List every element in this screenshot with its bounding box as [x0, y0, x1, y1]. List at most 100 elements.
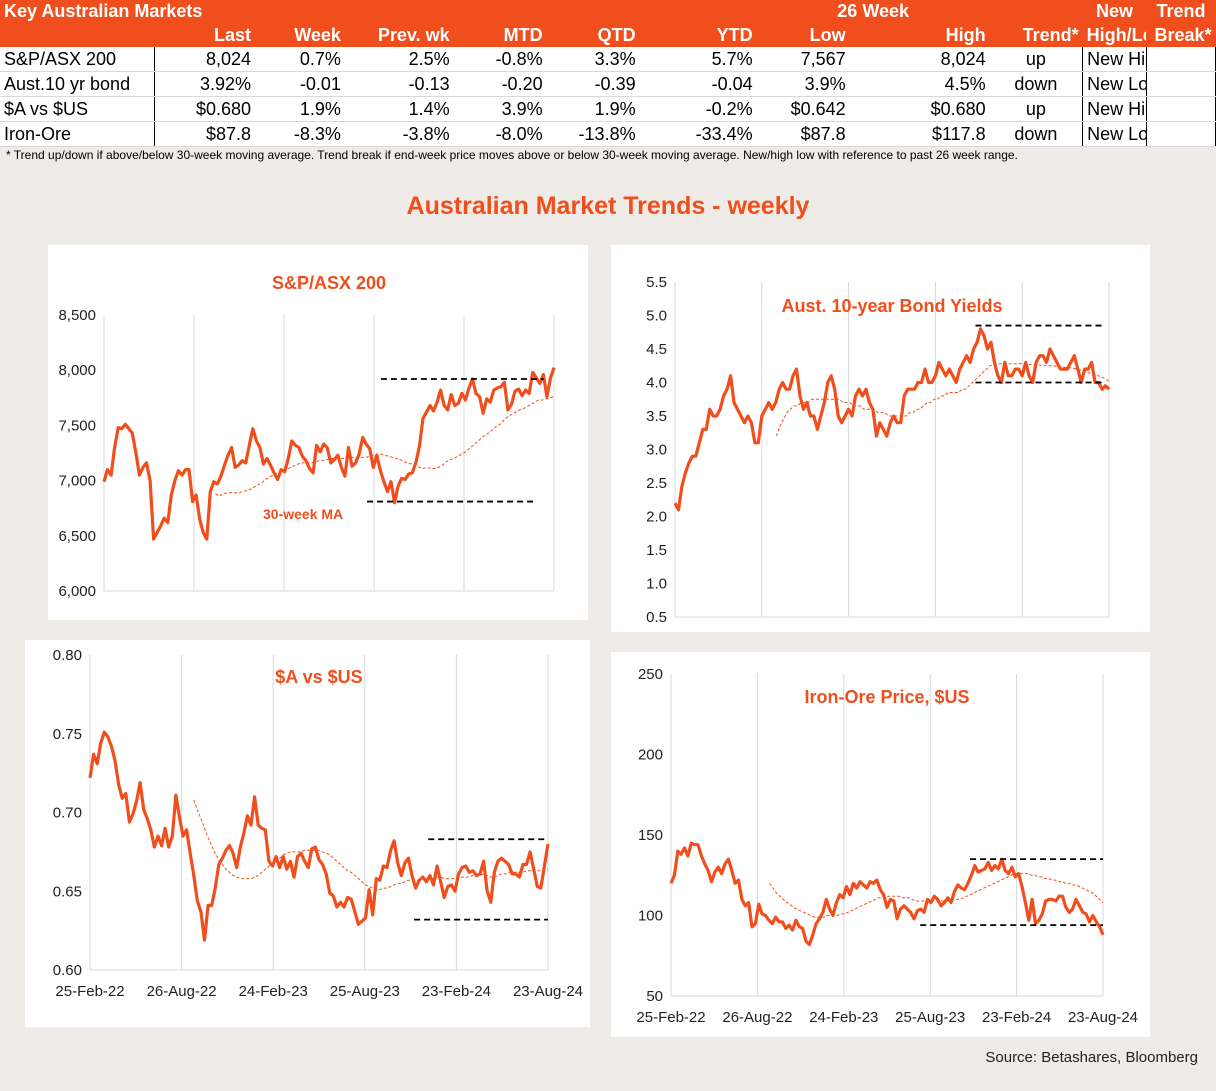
- x-tick-label: 26-Aug-22: [147, 983, 217, 1000]
- cell-new-high-low: New High: [1082, 96, 1147, 122]
- y-tick-label: 250: [638, 666, 663, 683]
- cell-ytd: -33.4%: [639, 121, 757, 147]
- cell-ytd: 5.7%: [639, 47, 757, 72]
- y-tick-label: 50: [646, 988, 663, 1005]
- cell-week: -8.3%: [255, 121, 345, 147]
- series-line-ma: [769, 873, 1104, 918]
- cell-week: 1.9%: [255, 96, 345, 122]
- cell-low: 3.9%: [756, 71, 850, 97]
- col-header-break: Break*: [1146, 23, 1216, 47]
- x-tick-label: 23-Aug-24: [513, 983, 583, 1000]
- x-tick-label: 24-Feb-23: [239, 983, 308, 1000]
- col-header-trend: Trend*: [989, 23, 1083, 47]
- chart-panel-asx: 6,000 6,500 7,000 7,500 8,000 8,500 S&P/ASX 20…: [48, 245, 588, 620]
- chart-panel-iron: 50 100 150 200 250 25-Feb-22 26-Aug-22 24-Feb-2…: [611, 652, 1150, 1037]
- chart-iron: 50 100 150 200 250 25-Feb-22 26-Aug-22 24-Feb-2…: [636, 666, 1138, 1026]
- cell-mtd: -0.8%: [453, 47, 547, 72]
- cell-trend: down: [989, 121, 1083, 147]
- y-tick-label: 1.5: [646, 542, 667, 559]
- y-tick-label: 8,500: [58, 307, 96, 324]
- table-row: S&P/ASX 200 8,024 0.7% 2.5% -0.8% 3.3% 5…: [0, 47, 1216, 72]
- cell-trend-break: [1146, 47, 1216, 72]
- series-line-price: [88, 730, 550, 942]
- key-markets-table: Key Australian Markets 26 Week New Trend…: [0, 0, 1216, 147]
- cell-last: $87.8: [154, 121, 255, 147]
- x-tick-label: 25-Feb-22: [636, 1009, 705, 1026]
- cell-last: $0.680: [154, 96, 255, 122]
- x-tick-label: 25-Aug-23: [895, 1009, 965, 1026]
- col-header-new: New: [1082, 0, 1147, 23]
- cell-mtd: -8.0%: [453, 121, 547, 147]
- table-title: Key Australian Markets: [0, 0, 345, 23]
- cell-new-high-low: New Low: [1082, 71, 1147, 97]
- series-line-ma: [776, 363, 1110, 437]
- col-header-prev-wk: Prev. wk: [344, 23, 454, 47]
- y-tick-label: 150: [638, 827, 663, 844]
- chart-panel-aud: 0.60 0.65 0.70 0.75 0.80 25-Feb-22 26-Aug-22 24…: [25, 640, 590, 1027]
- row-name: $A vs $US: [0, 96, 156, 122]
- cell-week: 0.7%: [255, 47, 345, 72]
- page-title: Australian Market Trends - weekly: [406, 192, 810, 220]
- y-tick-label: 200: [638, 747, 663, 764]
- cell-week: -0.01: [255, 71, 345, 97]
- y-tick-label: 7,500: [58, 417, 96, 434]
- cell-low: $87.8: [756, 121, 850, 147]
- group-header-26-week: 26 Week: [756, 0, 990, 23]
- series-line-price: [673, 327, 1111, 512]
- cell-new-high-low: New Low: [1082, 121, 1147, 147]
- cell-trend-break: [1146, 121, 1216, 147]
- col-header-last: Last: [154, 23, 255, 47]
- chart-aud: 0.60 0.65 0.70 0.75 0.80 25-Feb-22 26-Aug-22 24…: [53, 647, 583, 1000]
- chart-title: $A vs $US: [275, 667, 362, 687]
- y-tick-label: 2.0: [646, 509, 667, 526]
- y-tick-label: 7,000: [58, 473, 96, 490]
- cell-new-high-low: New High: [1082, 47, 1147, 72]
- y-tick-label: 2.5: [646, 475, 667, 492]
- col-header-trend-break-1: Trend: [1146, 0, 1216, 23]
- cell-mtd: 3.9%: [453, 96, 547, 122]
- cell-mtd: -0.20: [453, 71, 547, 97]
- cell-prev: 1.4%: [344, 96, 454, 122]
- chart-title: Iron-Ore Price, $US: [804, 687, 969, 707]
- series-line-price: [102, 367, 556, 541]
- col-header-high: High: [849, 23, 990, 47]
- cell-low: $0.642: [756, 96, 850, 122]
- y-tick-label: 4.5: [646, 341, 667, 358]
- series-line-ma: [193, 799, 549, 891]
- cell-trend: up: [989, 96, 1083, 122]
- col-header-week: Week: [255, 23, 345, 47]
- y-tick-label: 0.65: [53, 883, 82, 900]
- cell-qtd: -0.39: [546, 71, 640, 97]
- x-tick-label: 23-Feb-24: [422, 983, 491, 1000]
- cell-last: 3.92%: [154, 71, 255, 97]
- y-tick-label: 1.0: [646, 576, 667, 593]
- y-tick-label: 0.80: [53, 647, 82, 664]
- y-tick-label: 5.0: [646, 308, 667, 325]
- x-tick-label: 24-Feb-23: [809, 1009, 878, 1026]
- y-tick-label: 0.5: [646, 609, 667, 626]
- table-row: Iron-Ore $87.8 -8.3% -3.8% -8.0% -13.8% …: [0, 121, 1216, 147]
- source-note: Source: Betashares, Bloomberg: [985, 1049, 1198, 1066]
- y-tick-label: 8,000: [58, 362, 96, 379]
- series-line-ma: [215, 396, 555, 497]
- cell-qtd: 3.3%: [546, 47, 640, 72]
- col-header-mtd: MTD: [453, 23, 547, 47]
- cell-qtd: 1.9%: [546, 96, 640, 122]
- x-tick-label: 25-Feb-22: [55, 983, 124, 1000]
- cell-trend: down: [989, 71, 1083, 97]
- cell-high: $117.8: [849, 121, 990, 147]
- x-tick-label: 26-Aug-22: [722, 1009, 792, 1026]
- col-header-high-low: High/Low*: [1082, 23, 1147, 47]
- y-tick-label: 3.0: [646, 442, 667, 459]
- row-name: S&P/ASX 200: [0, 47, 156, 72]
- x-tick-label: 23-Feb-24: [982, 1009, 1051, 1026]
- cell-qtd: -13.8%: [546, 121, 640, 147]
- chart-title: S&P/ASX 200: [272, 273, 386, 293]
- row-name: Aust.10 yr bond: [0, 71, 156, 97]
- col-header-ytd: YTD: [639, 23, 757, 47]
- cell-last: 8,024: [154, 47, 255, 72]
- y-tick-label: 0.60: [53, 962, 82, 979]
- cell-trend: up: [989, 47, 1083, 72]
- col-header-qtd: QTD: [546, 23, 640, 47]
- chart-title: Aust. 10-year Bond Yields: [781, 296, 1002, 316]
